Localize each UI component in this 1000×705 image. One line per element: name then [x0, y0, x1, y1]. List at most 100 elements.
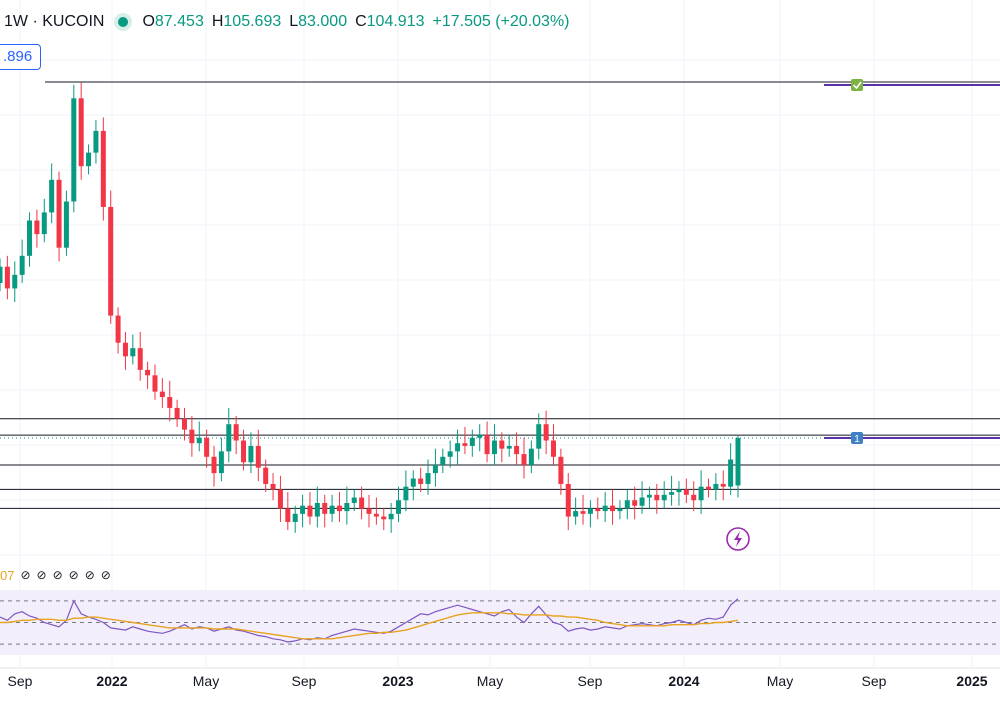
- candle-body: [0, 266, 3, 283]
- candle: [285, 492, 291, 531]
- no-data-icon: ⊘: [36, 568, 47, 582]
- candle-body: [292, 513, 298, 522]
- candle-body: [115, 315, 121, 343]
- candle-body: [226, 424, 232, 452]
- candle-body: [573, 511, 579, 517]
- x-axis-tick-label: Sep: [8, 673, 33, 689]
- candle-body: [63, 201, 69, 248]
- x-axis-tick-label: 2024: [668, 673, 699, 689]
- symbol-label[interactable]: 1W · KUCOIN: [4, 13, 105, 30]
- candle-body: [713, 483, 719, 490]
- x-axis-tick-label: Sep: [578, 673, 603, 689]
- candle: [226, 407, 232, 463]
- candle: [587, 500, 593, 528]
- candle: [233, 416, 239, 455]
- candle: [713, 473, 719, 501]
- candle-body: [130, 348, 136, 357]
- candle-body: [514, 445, 520, 455]
- candle: [499, 432, 505, 463]
- candle: [676, 481, 682, 506]
- candle-body: [322, 502, 328, 514]
- candle: [373, 497, 379, 525]
- candle: [167, 380, 173, 422]
- candle: [455, 429, 461, 465]
- candle-body: [49, 179, 55, 213]
- candle: [602, 492, 608, 522]
- candle-body: [56, 179, 62, 248]
- candle: [211, 445, 217, 487]
- candle: [477, 424, 483, 452]
- candle-body: [248, 445, 254, 463]
- candle: [196, 421, 202, 452]
- candle-body: [477, 435, 483, 438]
- candle: [336, 492, 342, 522]
- candle: [359, 486, 365, 520]
- candle: [469, 429, 475, 457]
- candle: [174, 399, 180, 427]
- candle: [514, 432, 520, 465]
- candle-body: [285, 508, 291, 522]
- candle: [669, 475, 675, 506]
- candle-body: [41, 212, 47, 235]
- candle-body: [735, 438, 741, 486]
- candle-body: [543, 424, 549, 441]
- candle: [218, 437, 224, 482]
- candle-body: [241, 440, 247, 463]
- candle: [418, 467, 424, 493]
- candle-body: [462, 443, 468, 446]
- candle-body: [366, 508, 372, 514]
- candle: [329, 494, 335, 522]
- candle-body: [388, 513, 394, 520]
- candle: [396, 486, 402, 522]
- candle: [307, 492, 313, 525]
- candle-body: [580, 511, 586, 514]
- candle: [491, 424, 497, 465]
- candle-body: [314, 502, 320, 517]
- candle-body: [233, 424, 239, 441]
- candle-body: [174, 407, 180, 419]
- candle: [292, 505, 298, 533]
- candle: [34, 209, 40, 248]
- candle-body: [351, 497, 357, 503]
- candle-body: [159, 391, 165, 398]
- candle-body: [211, 456, 217, 474]
- candle-body: [344, 502, 350, 512]
- candle-body: [277, 489, 283, 509]
- candle: [536, 413, 542, 460]
- candle-body: [610, 505, 616, 512]
- candle-body: [167, 397, 173, 408]
- candle: [241, 429, 247, 471]
- candle-body: [565, 483, 571, 517]
- candle-body: [536, 424, 542, 449]
- x-axis-tick-label: 2022: [96, 673, 127, 689]
- price-label[interactable]: .896: [0, 44, 42, 70]
- candle: [403, 470, 409, 512]
- candle-body: [484, 435, 490, 455]
- candle: [93, 120, 99, 164]
- candle-body: [12, 274, 18, 289]
- candle-body: [705, 486, 711, 490]
- candle-body: [307, 505, 313, 517]
- candle: [100, 117, 106, 221]
- candle: [573, 497, 579, 525]
- candle: [71, 84, 77, 213]
- candle: [705, 478, 711, 498]
- candle: [521, 437, 527, 479]
- candle: [551, 424, 556, 465]
- candle-body: [676, 489, 682, 493]
- candle-body: [270, 483, 276, 490]
- candle: [698, 470, 704, 514]
- candle-body: [455, 443, 461, 452]
- lightning-icon: [726, 527, 750, 551]
- x-axis-tick-label: Sep: [862, 673, 887, 689]
- candle: [610, 489, 616, 525]
- candle: [182, 407, 187, 441]
- candle-body: [410, 478, 416, 487]
- candle: [300, 494, 306, 528]
- candle: [646, 486, 652, 509]
- candle-body: [396, 500, 402, 514]
- x-axis-tick-label: 2023: [382, 673, 413, 689]
- candle: [432, 448, 438, 487]
